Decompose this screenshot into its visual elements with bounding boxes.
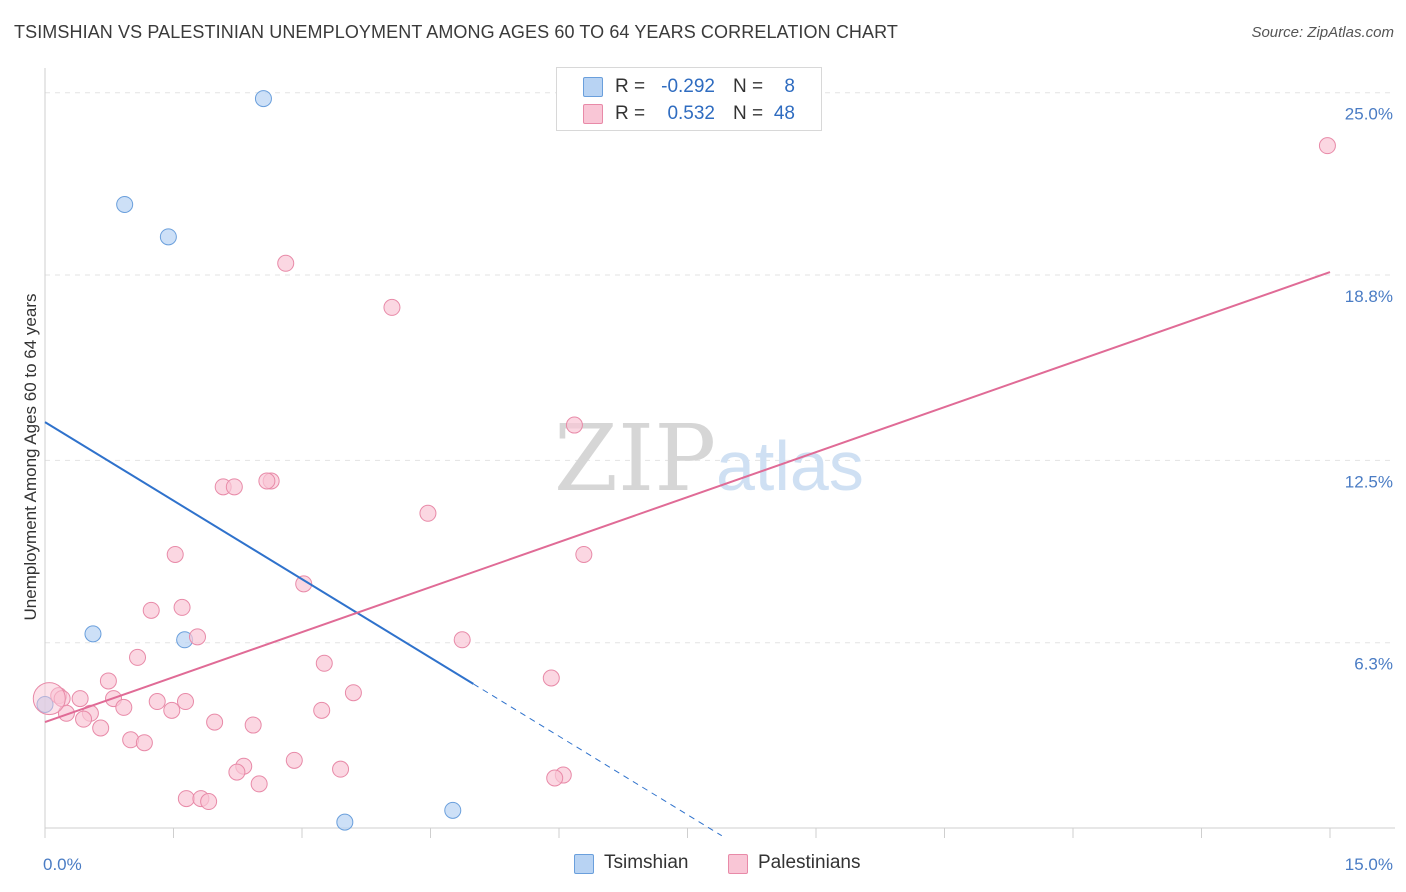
chart-title: TSIMSHIAN VS PALESTINIAN UNEMPLOYMENT AM… — [14, 22, 898, 42]
legend-r-value: 0.532 — [667, 103, 715, 124]
legend-row-tsimshian: R = -0.292 N = 8 — [557, 74, 821, 100]
scatter-point-palestinians — [315, 654, 333, 672]
scatter-point-palestinians — [575, 545, 593, 563]
scatter-point-palestinians — [92, 719, 110, 737]
trend-line-tsimshian — [44, 421, 474, 685]
trend-line-extension-tsimshian — [473, 683, 723, 837]
legend-n-value: 48 — [773, 103, 795, 124]
scatter-point-cluster — [32, 682, 66, 716]
scatter-point-palestinians — [163, 701, 181, 719]
scatter-point-tsimshian — [336, 813, 354, 831]
legend-n-label: N = — [733, 76, 764, 97]
scatter-point-palestinians — [313, 701, 331, 719]
watermark: ZIP atlas — [554, 405, 864, 512]
scatter-point-palestinians — [258, 472, 276, 490]
bottom-legend-swatch-palestinians — [728, 854, 748, 874]
scatter-point-palestinians — [225, 478, 243, 496]
scatter-point-palestinians — [285, 751, 303, 769]
trend-line-palestinians — [44, 271, 1331, 724]
tick-labels: 6.3% 12.5% 18.8% 25.0% 0.0% 15.0% — [43, 105, 1393, 874]
legend-n-label: N = — [733, 103, 764, 124]
scatter-point-palestinians — [206, 713, 224, 731]
scatter-point-tsimshian — [444, 801, 462, 819]
scatter-point-palestinians — [546, 769, 564, 787]
scatter-point-palestinians — [135, 734, 153, 752]
bottom-legend-label-tsimshian: Tsimshian — [604, 852, 689, 873]
scatter-point-palestinians — [1318, 137, 1336, 155]
scatter-point-palestinians — [344, 684, 362, 702]
scatter-point-palestinians — [71, 690, 89, 708]
scatter-point-palestinians — [142, 601, 160, 619]
scatter-point-palestinians — [115, 698, 133, 716]
scatter-point-tsimshian — [116, 195, 134, 213]
y-axis-label: Unemployment Among Ages 60 to 64 years — [21, 294, 40, 621]
legend-swatch-tsimshian — [583, 77, 603, 97]
scatter-point-palestinians — [200, 793, 218, 811]
y-tick-label: 6.3% — [1354, 655, 1393, 674]
scatter-point-palestinians — [453, 631, 471, 649]
scatter-point-palestinians — [75, 710, 93, 728]
correlation-legend: R = -0.292 N = 8 R = 0.532 N = 48 — [556, 67, 822, 131]
scatter-point-palestinians — [250, 775, 268, 793]
scatter-point-palestinians — [99, 672, 117, 690]
scatter-point-palestinians — [332, 760, 350, 778]
scatter-point-palestinians — [57, 704, 75, 722]
y-tick-label: 18.8% — [1345, 287, 1393, 306]
scatter-point-palestinians — [122, 731, 140, 749]
scatter-point-tsimshian — [159, 228, 177, 246]
scatter-point-palestinians — [129, 648, 147, 666]
trend-lines — [44, 271, 1331, 837]
legend-r-label: R = — [615, 76, 646, 97]
gridlines — [45, 92, 1395, 644]
scatter-point-palestinians — [542, 669, 560, 687]
bottom-legend-swatch-tsimshian — [574, 854, 594, 874]
scatter-point-palestinians — [188, 628, 206, 646]
legend-n-value: 8 — [784, 76, 795, 97]
scatter-point-tsimshian — [254, 90, 272, 108]
scatter-point-palestinians — [176, 693, 194, 711]
y-tick-label: 25.0% — [1345, 105, 1393, 124]
y-tick-label: 12.5% — [1345, 472, 1393, 491]
x-tick-label: 0.0% — [43, 855, 82, 874]
scatter-point-palestinians — [166, 545, 184, 563]
scatter-point-palestinians — [295, 575, 313, 593]
legend-r-value: -0.292 — [661, 76, 715, 97]
scatter-point-palestinians — [148, 693, 166, 711]
scatter-point-palestinians — [277, 254, 295, 272]
legend-swatch-palestinians — [583, 104, 603, 124]
bottom-legend-label-palestinians: Palestinians — [758, 852, 861, 873]
x-tick-label: 15.0% — [1345, 855, 1393, 874]
watermark-atlas: atlas — [716, 427, 864, 505]
scatter-point-palestinians — [565, 416, 583, 434]
scatter-point-palestinians — [419, 504, 437, 522]
scatter-point-palestinians — [173, 598, 191, 616]
scatter-point-palestinians — [383, 298, 401, 316]
scatter-point-palestinians — [244, 716, 262, 734]
scatter-point-palestinians — [177, 790, 195, 808]
legend-r-label: R = — [615, 103, 646, 124]
source-credit: Source: ZipAtlas.com — [1251, 24, 1394, 41]
scatter-point-tsimshian — [84, 625, 102, 643]
legend-row-palestinians: R = 0.532 N = 48 — [557, 101, 821, 127]
scatter-point-palestinians — [228, 763, 246, 781]
